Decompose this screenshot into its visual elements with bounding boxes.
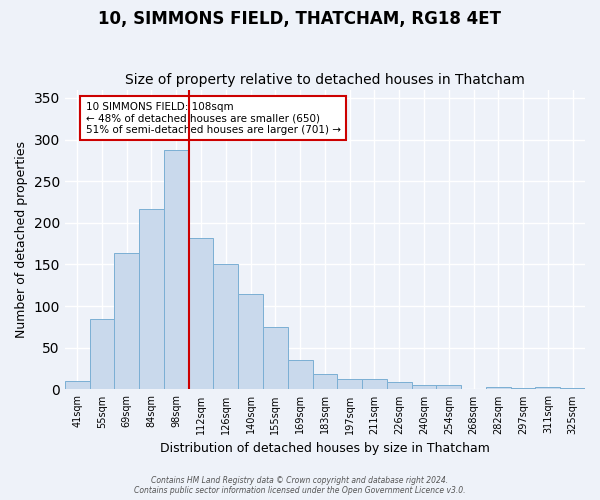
Bar xyxy=(313,374,337,390)
Bar xyxy=(89,320,115,390)
Y-axis label: Number of detached properties: Number of detached properties xyxy=(15,141,28,338)
Bar xyxy=(188,238,214,390)
Bar xyxy=(139,208,164,390)
Bar xyxy=(535,387,560,390)
Bar xyxy=(263,327,288,390)
Bar xyxy=(412,386,436,390)
Bar xyxy=(486,387,511,390)
Bar xyxy=(164,150,188,390)
Text: 10 SIMMONS FIELD: 108sqm
← 48% of detached houses are smaller (650)
51% of semi-: 10 SIMMONS FIELD: 108sqm ← 48% of detach… xyxy=(86,102,341,135)
X-axis label: Distribution of detached houses by size in Thatcham: Distribution of detached houses by size … xyxy=(160,442,490,455)
Bar xyxy=(115,253,139,390)
Bar xyxy=(362,380,387,390)
Bar xyxy=(560,388,585,390)
Bar xyxy=(214,264,238,390)
Text: 10, SIMMONS FIELD, THATCHAM, RG18 4ET: 10, SIMMONS FIELD, THATCHAM, RG18 4ET xyxy=(98,10,502,28)
Bar xyxy=(337,378,362,390)
Bar xyxy=(387,382,412,390)
Bar xyxy=(65,381,89,390)
Bar xyxy=(461,388,486,390)
Title: Size of property relative to detached houses in Thatcham: Size of property relative to detached ho… xyxy=(125,73,525,87)
Bar xyxy=(436,386,461,390)
Text: Contains HM Land Registry data © Crown copyright and database right 2024.
Contai: Contains HM Land Registry data © Crown c… xyxy=(134,476,466,495)
Bar xyxy=(511,388,535,390)
Bar xyxy=(288,360,313,390)
Bar xyxy=(238,294,263,390)
